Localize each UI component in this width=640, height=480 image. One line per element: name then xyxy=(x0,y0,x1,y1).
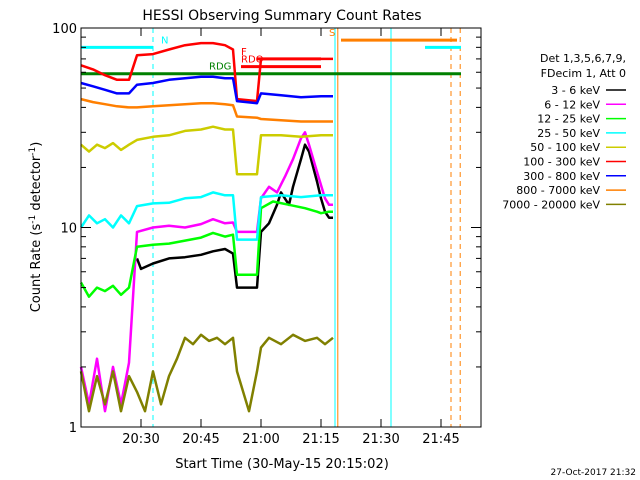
legend-label-0: 3 - 6 keV xyxy=(551,84,600,97)
legend-label-1: 6 - 12 keV xyxy=(544,98,600,111)
legend-label-4: 50 - 100 keV xyxy=(530,141,600,154)
series-line-6 xyxy=(80,75,333,105)
y-axis: 1 10 100 xyxy=(52,22,481,436)
chart-title: HESSI Observing Summary Count Rates xyxy=(142,8,421,24)
footer-timestamp: 27-Oct-2017 21:32 xyxy=(551,468,636,478)
x-axis-label: Start Time (30-May-15 20:15:02) xyxy=(175,457,389,472)
x-axis: 20:30 20:45 21:00 21:15 21:30 21:45 xyxy=(122,28,460,447)
series-line-2 xyxy=(79,200,333,298)
x-tick-label-0: 20:30 xyxy=(122,432,159,447)
series-line-7 xyxy=(80,97,333,123)
series-line-5 xyxy=(80,41,333,103)
x-tick-label-4: 21:30 xyxy=(362,432,399,447)
plot-frame xyxy=(80,27,482,428)
flag-label-rdg: RDG xyxy=(209,62,231,73)
legend-label-5: 100 - 300 keV xyxy=(523,156,600,169)
y-axis-label-close: ) xyxy=(29,142,44,147)
y-axis-label-sup2: -1 xyxy=(28,147,38,156)
series-line-3 xyxy=(79,191,333,241)
legend-label-7: 800 - 7000 keV xyxy=(516,184,600,197)
legend-label-8: 7000 - 20000 keV xyxy=(502,198,600,211)
x-tick-label-3: 21:15 xyxy=(302,432,339,447)
legend-header-line-2: FDecim 1, Att 0 xyxy=(541,67,626,80)
x-tick-label-5: 21:45 xyxy=(422,432,459,447)
series-line-1 xyxy=(79,131,333,413)
flag-label-rdo: RDO xyxy=(241,55,264,66)
legend: Det 1,3,5,6,7,9, FDecim 1, Att 0 3 - 6 k… xyxy=(502,52,626,211)
y-tick-label-1: 10 xyxy=(60,222,77,237)
y-axis-label-tail: detector xyxy=(29,155,44,215)
flag-label-s: S xyxy=(329,28,335,39)
y-tick-label-0: 1 xyxy=(69,421,77,436)
legend-label-2: 12 - 25 keV xyxy=(537,113,600,126)
plot-area xyxy=(152,28,461,427)
flag-label-n: N xyxy=(161,35,168,46)
y-axis-label-sup: -1 xyxy=(28,215,38,224)
legend-header-line-1: Det 1,3,5,6,7,9, xyxy=(540,52,626,65)
x-tick-label-2: 21:00 xyxy=(242,432,279,447)
series-line-4 xyxy=(80,125,333,176)
y-axis-label-main: Count Rate (s xyxy=(29,224,44,313)
flag-label-f: F xyxy=(241,47,247,58)
x-tick-label-1: 20:45 xyxy=(182,432,219,447)
series-lines xyxy=(79,41,334,413)
series-line-0 xyxy=(135,143,333,289)
series-line-8 xyxy=(79,333,334,413)
legend-label-3: 25 - 50 keV xyxy=(537,127,600,140)
legend-label-6: 300 - 800 keV xyxy=(523,170,600,183)
y-tick-label-2: 100 xyxy=(52,22,77,37)
y-axis-label: Count Rate (s-1 detector-1) xyxy=(28,142,44,313)
